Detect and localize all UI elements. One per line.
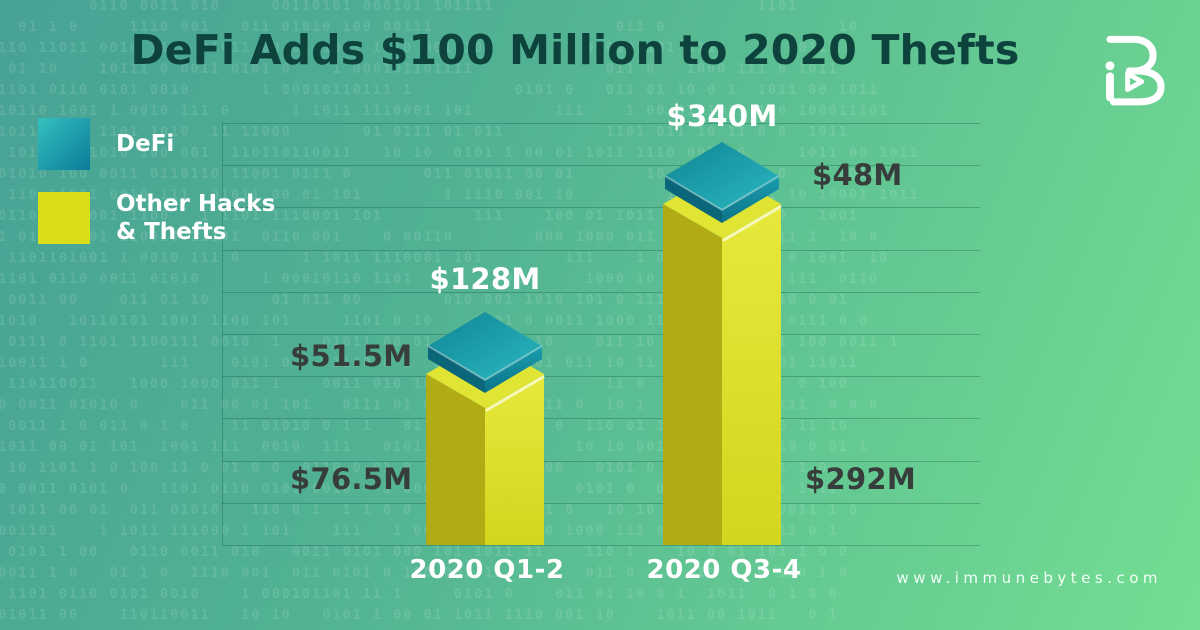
immunebytes-logo-icon bbox=[1088, 20, 1176, 108]
legend-label-other-hacks: Other Hacks & Thefts bbox=[116, 191, 276, 246]
bar-q3-4-defi-cap-right-face bbox=[722, 176, 779, 223]
value-label-q3-4-defi: $48M bbox=[812, 158, 903, 192]
value-label-q3-4-other: $292M bbox=[805, 462, 917, 496]
legend: DeFi Other Hacks & Thefts bbox=[38, 118, 275, 266]
bar-q1-2-other-left-face bbox=[426, 374, 485, 545]
bar-q3-4-highlight bbox=[722, 205, 782, 242]
bar-q3-4-other-right-face bbox=[722, 204, 781, 545]
bar-q1-2 bbox=[426, 312, 545, 545]
legend-swatch-defi bbox=[38, 118, 90, 170]
gridline bbox=[222, 503, 980, 504]
gridline bbox=[222, 165, 980, 166]
gridline bbox=[222, 376, 980, 377]
value-label-q1-2-total: $128M bbox=[429, 262, 541, 296]
bar-q1-2-defi-cap-right-face bbox=[485, 346, 542, 393]
bar-q3-4-other-left-face bbox=[663, 204, 722, 545]
x-axis-label-q1-2: 2020 Q1-2 bbox=[409, 555, 565, 585]
gridline bbox=[222, 461, 980, 462]
gridline bbox=[222, 250, 980, 251]
bar-q3-4-defi-cap-top-face bbox=[665, 142, 779, 210]
gridline bbox=[222, 292, 980, 293]
value-label-q1-2-defi: $51.5M bbox=[290, 339, 413, 373]
bar-q3-4-cap-edge-highlight bbox=[664, 175, 780, 212]
bar-q1-2-other-right-face bbox=[485, 374, 544, 545]
bar-q1-2-highlight bbox=[485, 375, 545, 412]
legend-label-defi: DeFi bbox=[116, 130, 175, 157]
legend-item-defi: DeFi bbox=[38, 118, 275, 170]
legend-item-other-hacks: Other Hacks & Thefts bbox=[38, 190, 275, 246]
y-axis-line bbox=[222, 123, 223, 545]
x-axis-label-q3-4: 2020 Q3-4 bbox=[646, 555, 802, 585]
bar-q1-2-defi-cap-top-face bbox=[428, 312, 542, 380]
legend-swatch-other-hacks bbox=[38, 192, 90, 245]
bar-q1-2-defi-cap-left-face bbox=[428, 346, 485, 393]
gridline bbox=[222, 545, 980, 546]
bar-q1-2-cap-edge-highlight bbox=[427, 345, 543, 382]
bar-q3-4-defi-cap-left-face bbox=[665, 176, 722, 223]
chart-title: DeFi Adds $100 Million to 2020 Thefts bbox=[130, 26, 1020, 74]
gridline bbox=[222, 334, 980, 335]
website-watermark: www.immunebytes.com bbox=[896, 569, 1162, 587]
gridline bbox=[222, 123, 980, 124]
bar-q3-4 bbox=[663, 142, 782, 545]
gridline bbox=[222, 207, 980, 208]
gridline bbox=[222, 418, 980, 419]
value-label-q3-4-total: $340M bbox=[666, 99, 778, 133]
value-label-q1-2-other: $76.5M bbox=[290, 462, 413, 496]
